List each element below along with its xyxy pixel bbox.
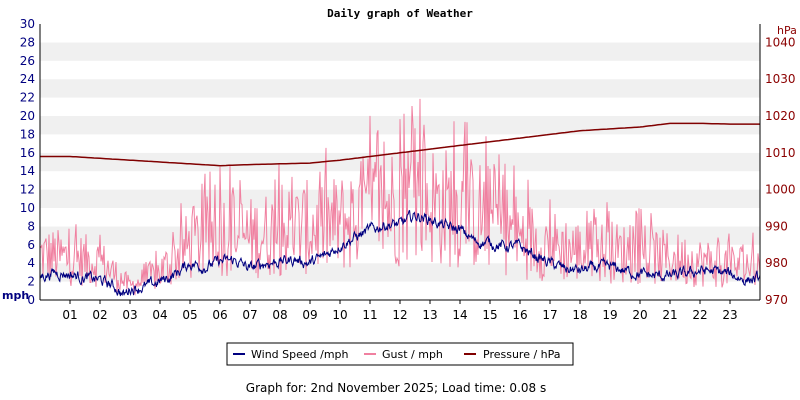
y-left-tick-label: 24 — [20, 72, 35, 86]
y-left-tick-label: 22 — [20, 91, 35, 105]
pressure-line — [40, 122, 760, 167]
wind-speed-line — [39, 209, 761, 297]
x-tick-label: 19 — [602, 308, 617, 322]
wind-speed-series — [39, 209, 761, 297]
chart-title: Daily graph of Weather — [327, 7, 473, 20]
x-tick-label: 09 — [302, 308, 317, 322]
y-left-tick-label: 18 — [20, 127, 35, 141]
grid-band — [40, 24, 760, 43]
grid-band — [40, 263, 760, 282]
y-left-tick-label: 2 — [27, 275, 35, 289]
y-left-tick-label: 4 — [27, 256, 35, 270]
y-left-tick-label: 20 — [20, 109, 35, 123]
y-left-tick-label: 16 — [20, 146, 35, 160]
y-left-unit: mph — [2, 289, 29, 302]
y-right-tick-label: 990 — [765, 219, 788, 233]
x-tick-label: 05 — [182, 308, 197, 322]
y-left-tick-label: 10 — [20, 201, 35, 215]
y-left-tick-label: 8 — [27, 219, 35, 233]
x-tick-label: 03 — [122, 308, 137, 322]
grid-band — [40, 97, 760, 116]
x-tick-label: 01 — [62, 308, 77, 322]
x-tick-label: 16 — [512, 308, 527, 322]
grid-band — [40, 244, 760, 264]
x-tick-label: 07 — [242, 308, 257, 322]
x-tick-label: 12 — [392, 308, 407, 322]
y-right-tick-label: 1030 — [765, 72, 796, 86]
x-tick-label: 23 — [722, 308, 737, 322]
x-tick-label: 08 — [272, 308, 287, 322]
x-tick-label: 06 — [212, 308, 227, 322]
legend-label-gust: Gust / mph — [382, 348, 443, 361]
x-tick-label: 18 — [572, 308, 587, 322]
gust-line — [39, 98, 761, 296]
grid-band — [40, 79, 760, 98]
x-tick-label: 11 — [362, 308, 377, 322]
grid-band — [40, 281, 760, 300]
legend: Wind Speed /mph Gust / mph Pressure / hP… — [226, 342, 574, 366]
y-right-tick-label: 970 — [765, 293, 788, 307]
y-left-tick-label: 14 — [20, 164, 35, 178]
x-tick-label: 20 — [632, 308, 647, 322]
footer-status: Graph for: 2nd November 2025; Load time:… — [246, 381, 546, 395]
x-tick-label: 13 — [422, 308, 437, 322]
x-tick-label: 04 — [152, 308, 167, 322]
legend-label-wind: Wind Speed /mph — [251, 348, 349, 361]
grid-band — [40, 42, 760, 61]
y-left-tick-label: 28 — [20, 35, 35, 49]
y-right-unit: hPa — [777, 24, 797, 37]
x-tick-label: 10 — [332, 308, 347, 322]
x-tick-label: 02 — [92, 308, 107, 322]
y-right-tick-label: 1000 — [765, 183, 796, 197]
legend-box — [226, 342, 574, 366]
x-tick-label: 22 — [692, 308, 707, 322]
y-left-tick-label: 0 — [27, 293, 35, 307]
y-left-tick-label: 26 — [20, 54, 35, 68]
y-right-tick-label: 1010 — [765, 146, 796, 160]
x-tick-label: 21 — [662, 308, 677, 322]
y-right-tick-label: 1020 — [765, 109, 796, 123]
y-right-tick-label: 1040 — [765, 35, 796, 49]
gust-series — [39, 98, 761, 296]
pressure-series — [40, 122, 760, 167]
y-right-tick-label: 980 — [765, 256, 788, 270]
legend-label-pressure: Pressure / hPa — [483, 348, 561, 361]
x-tick-label: 17 — [542, 308, 557, 322]
tick-labels: 0246810121416182022242628309709809901000… — [20, 17, 796, 322]
y-left-tick-label: 6 — [27, 238, 35, 252]
grid-band — [40, 60, 760, 80]
x-tick-label: 15 — [482, 308, 497, 322]
y-left-tick-label: 30 — [20, 17, 35, 31]
y-left-tick-label: 12 — [20, 183, 35, 197]
x-tick-label: 14 — [452, 308, 467, 322]
